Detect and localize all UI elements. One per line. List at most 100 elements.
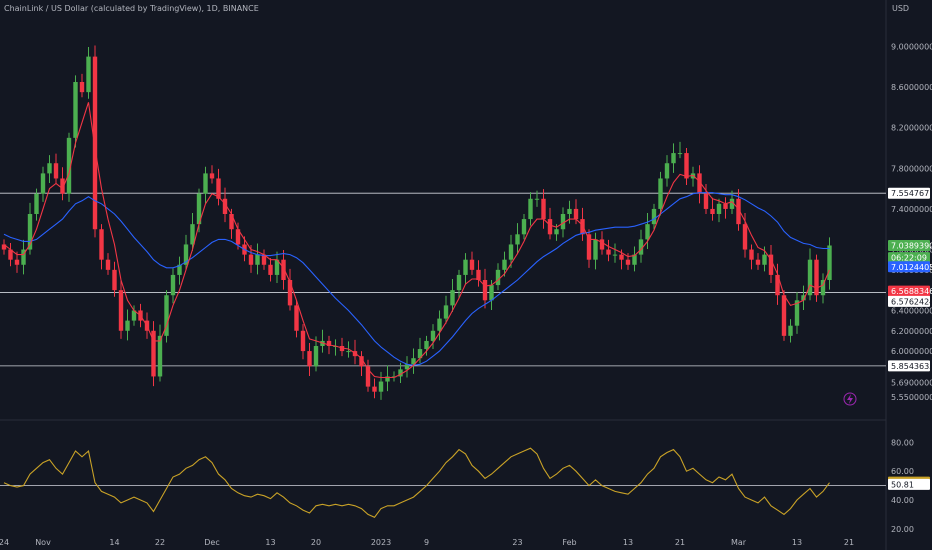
candle-body[interactable] xyxy=(125,320,130,331)
candle-body[interactable] xyxy=(365,366,371,387)
candle-body[interactable] xyxy=(619,254,624,260)
candle-body[interactable] xyxy=(196,193,202,225)
candle-body[interactable] xyxy=(21,249,26,265)
candle[interactable] xyxy=(53,153,59,184)
candle[interactable] xyxy=(801,285,806,310)
candle-body[interactable] xyxy=(573,208,579,220)
candle[interactable] xyxy=(593,232,598,270)
candle[interactable] xyxy=(775,263,780,305)
candle[interactable] xyxy=(716,198,722,223)
candle-body[interactable] xyxy=(749,249,754,260)
candle[interactable] xyxy=(86,46,91,99)
candle-body[interactable] xyxy=(495,269,501,286)
candle-body[interactable] xyxy=(775,274,780,296)
candle-body[interactable] xyxy=(716,203,722,214)
candle-body[interactable] xyxy=(177,264,182,275)
candle-body[interactable] xyxy=(508,244,514,260)
candle-body[interactable] xyxy=(385,376,390,382)
candle-body[interactable] xyxy=(131,310,137,321)
candle[interactable] xyxy=(131,305,137,326)
candle[interactable] xyxy=(1,239,7,255)
candle-body[interactable] xyxy=(684,153,689,179)
candle[interactable] xyxy=(645,212,650,250)
candle[interactable] xyxy=(170,268,176,304)
candle[interactable] xyxy=(463,253,468,285)
candle[interactable] xyxy=(105,253,111,275)
candle[interactable] xyxy=(638,229,644,263)
candle-body[interactable] xyxy=(814,259,819,296)
candle-body[interactable] xyxy=(443,305,449,319)
candle-body[interactable] xyxy=(346,351,351,353)
candle[interactable] xyxy=(320,329,325,353)
candle-body[interactable] xyxy=(248,254,254,265)
candle-body[interactable] xyxy=(157,335,163,377)
candle[interactable] xyxy=(755,253,761,270)
candle[interactable] xyxy=(404,356,410,378)
candle[interactable] xyxy=(703,184,709,214)
candle[interactable] xyxy=(820,273,826,304)
candle-body[interactable] xyxy=(768,254,774,275)
candle-body[interactable] xyxy=(625,259,631,265)
candle-body[interactable] xyxy=(112,269,117,291)
candle[interactable] xyxy=(66,132,72,202)
candle[interactable] xyxy=(411,348,416,374)
candle[interactable] xyxy=(580,207,585,241)
candle-body[interactable] xyxy=(274,259,280,275)
candle-body[interactable] xyxy=(703,193,709,209)
candle-body[interactable] xyxy=(677,153,683,155)
candle[interactable] xyxy=(216,168,221,206)
candle[interactable] xyxy=(677,141,683,159)
candle[interactable] xyxy=(222,187,228,223)
candle[interactable] xyxy=(125,309,130,341)
candle[interactable] xyxy=(313,336,319,372)
candle[interactable] xyxy=(365,359,371,392)
candle-body[interactable] xyxy=(300,330,306,352)
candle-body[interactable] xyxy=(580,219,585,235)
candle-body[interactable] xyxy=(216,178,221,199)
candle-body[interactable] xyxy=(424,340,429,350)
candle[interactable] xyxy=(476,260,481,287)
candle-body[interactable] xyxy=(151,330,156,377)
candle-body[interactable] xyxy=(404,364,410,370)
candle[interactable] xyxy=(164,290,169,343)
candle-body[interactable] xyxy=(742,224,748,250)
candle[interactable] xyxy=(372,378,377,399)
candle-body[interactable] xyxy=(664,163,670,179)
candle-body[interactable] xyxy=(632,254,637,265)
candle-body[interactable] xyxy=(255,254,260,265)
candle[interactable] xyxy=(274,251,280,284)
candle[interactable] xyxy=(456,269,462,299)
oscillator-pane[interactable] xyxy=(0,447,886,518)
candle[interactable] xyxy=(112,261,117,297)
candle-body[interactable] xyxy=(554,229,559,235)
candle[interactable] xyxy=(827,237,832,290)
candle-body[interactable] xyxy=(34,193,39,214)
candle[interactable] xyxy=(528,192,533,226)
candle[interactable] xyxy=(183,234,189,270)
candle-body[interactable] xyxy=(638,239,644,255)
candle[interactable] xyxy=(547,207,553,240)
candle-body[interactable] xyxy=(606,249,611,255)
candle[interactable] xyxy=(8,242,13,267)
candle-body[interactable] xyxy=(736,198,741,225)
candle[interactable] xyxy=(287,268,293,311)
candle-body[interactable] xyxy=(183,244,189,265)
candle[interactable] xyxy=(586,229,592,268)
candle-body[interactable] xyxy=(567,208,572,214)
candle[interactable] xyxy=(34,188,39,221)
candle[interactable] xyxy=(177,256,182,285)
candle-body[interactable] xyxy=(27,214,33,250)
candle-body[interactable] xyxy=(502,259,507,270)
time-axis[interactable]: 24 Nov 14 22 Dec 13 20 2023 9 23 Feb 13 21 Mar 13 21 xyxy=(0,538,854,547)
candle[interactable] xyxy=(723,197,728,219)
candle-body[interactable] xyxy=(599,239,605,250)
candle-body[interactable] xyxy=(827,245,832,280)
candle-body[interactable] xyxy=(235,229,241,245)
candle[interactable] xyxy=(151,321,156,387)
candle[interactable] xyxy=(658,171,663,216)
candle[interactable] xyxy=(203,166,208,204)
candle[interactable] xyxy=(632,246,637,272)
candle[interactable] xyxy=(281,250,286,290)
candle[interactable] xyxy=(482,268,488,309)
candle[interactable] xyxy=(469,251,475,275)
